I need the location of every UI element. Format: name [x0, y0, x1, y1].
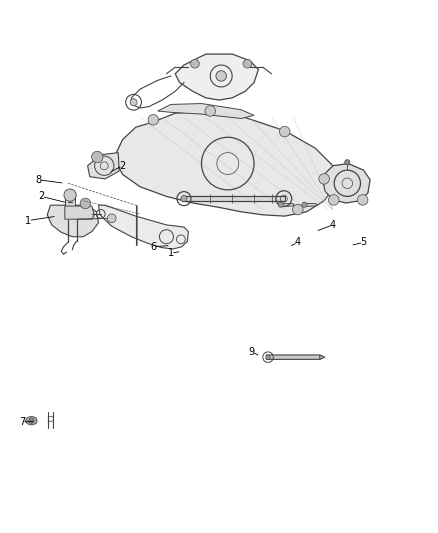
Circle shape: [29, 418, 34, 423]
Text: 4: 4: [330, 220, 336, 230]
Circle shape: [293, 204, 303, 215]
Circle shape: [243, 59, 252, 68]
Polygon shape: [99, 205, 188, 249]
Text: 1: 1: [25, 215, 32, 225]
Circle shape: [302, 202, 307, 207]
Circle shape: [80, 198, 91, 209]
Text: 4: 4: [295, 237, 301, 247]
Polygon shape: [320, 355, 325, 359]
Text: 9: 9: [249, 347, 255, 357]
Polygon shape: [65, 206, 94, 219]
Circle shape: [345, 159, 350, 165]
Circle shape: [148, 115, 159, 125]
Circle shape: [92, 151, 103, 163]
Polygon shape: [114, 111, 337, 216]
Circle shape: [266, 355, 270, 359]
Circle shape: [191, 59, 199, 68]
Polygon shape: [266, 355, 323, 359]
Polygon shape: [182, 197, 285, 201]
Polygon shape: [158, 103, 254, 118]
Circle shape: [64, 189, 76, 201]
Circle shape: [328, 195, 339, 205]
Circle shape: [319, 174, 329, 184]
Circle shape: [107, 214, 116, 223]
Circle shape: [278, 202, 283, 207]
Polygon shape: [47, 205, 99, 237]
Polygon shape: [304, 204, 317, 206]
Text: 6: 6: [150, 242, 156, 252]
Circle shape: [181, 196, 187, 201]
Polygon shape: [175, 54, 258, 100]
Text: 5: 5: [360, 237, 367, 247]
Polygon shape: [65, 197, 75, 207]
Text: 7: 7: [19, 417, 25, 427]
Circle shape: [205, 106, 215, 116]
Polygon shape: [280, 204, 294, 206]
Text: 1: 1: [168, 248, 174, 259]
Text: 2: 2: [120, 161, 126, 171]
Circle shape: [357, 195, 368, 205]
Circle shape: [130, 99, 137, 106]
Text: 2: 2: [39, 191, 45, 201]
Polygon shape: [88, 152, 119, 179]
Text: 8: 8: [35, 175, 42, 185]
Circle shape: [216, 71, 226, 81]
Circle shape: [279, 126, 290, 137]
Polygon shape: [323, 164, 370, 203]
Polygon shape: [25, 416, 37, 425]
